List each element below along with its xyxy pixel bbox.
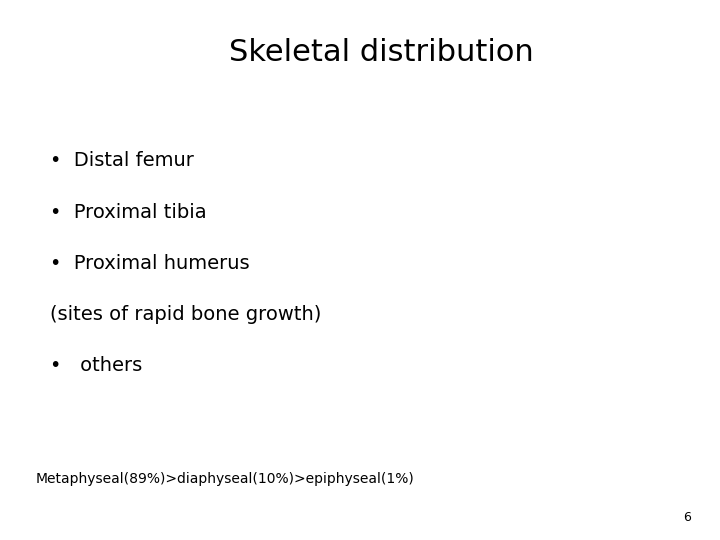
Text: Skeletal distribution: Skeletal distribution xyxy=(229,38,534,67)
Text: (sites of rapid bone growth): (sites of rapid bone growth) xyxy=(50,305,322,324)
Text: Metaphyseal(89%)>diaphyseal(10%)>epiphyseal(1%): Metaphyseal(89%)>diaphyseal(10%)>epiphys… xyxy=(36,472,415,486)
Text: •  Proximal tibia: • Proximal tibia xyxy=(50,202,207,221)
Text: •  Proximal humerus: • Proximal humerus xyxy=(50,254,250,273)
Text: •   others: • others xyxy=(50,356,143,375)
Text: 6: 6 xyxy=(683,511,691,524)
Text: •  Distal femur: • Distal femur xyxy=(50,151,194,170)
